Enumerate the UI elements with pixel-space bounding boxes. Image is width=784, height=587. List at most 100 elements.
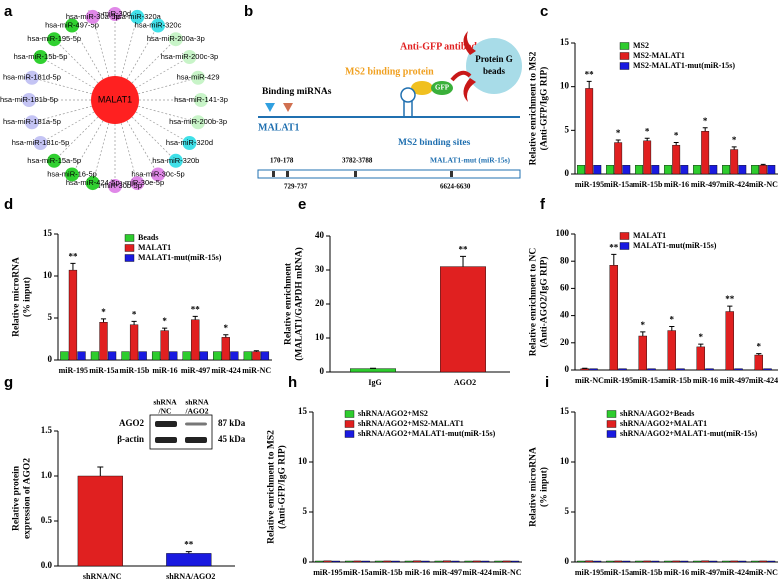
legend-swatch <box>124 254 135 262</box>
x-tick-label: miR-424 <box>211 366 240 375</box>
legend-swatch <box>606 420 617 428</box>
error-bar <box>673 142 679 146</box>
transcript-label: MALAT1 <box>258 122 299 133</box>
bar <box>77 351 86 361</box>
node-label: hsa-miR-30c-5p <box>131 169 184 178</box>
error-bar <box>702 127 708 132</box>
bar <box>664 165 672 175</box>
y-axis-label: Relative enrichment to MS2 <box>529 51 539 165</box>
bar <box>442 560 452 563</box>
legend-swatch <box>619 232 630 240</box>
x-tick-label: miR-NC <box>749 568 778 577</box>
y-tick-label: 40 <box>560 310 570 320</box>
x-tick-label: miR-424 <box>720 180 749 189</box>
bar <box>472 560 481 563</box>
bar <box>585 88 594 175</box>
significance: ** <box>191 304 201 314</box>
error-bar <box>70 262 76 271</box>
x-tick-label: AGO2 <box>454 378 476 387</box>
panel-letter: h <box>288 374 297 391</box>
bar <box>709 560 718 563</box>
y-tick-label: 5 <box>303 506 308 516</box>
x-tick-label: miR-16 <box>664 180 689 189</box>
node-label: hsa-miR-320b <box>152 156 199 165</box>
bar <box>709 165 718 175</box>
bar <box>693 165 701 175</box>
x-tick-label: miR-195 <box>575 568 604 577</box>
y-tick-label: 0.0 <box>41 560 53 570</box>
position-label: 3782-3788 <box>342 157 373 165</box>
beads-label: Protein G <box>475 54 513 64</box>
mirna <box>283 103 293 112</box>
node <box>22 93 36 107</box>
legend-swatch <box>344 430 355 438</box>
bar <box>730 149 739 175</box>
node <box>182 50 197 64</box>
significance: * <box>732 135 737 145</box>
significance: * <box>670 315 675 325</box>
mutant-label: MALAT1-mut (miR-15s) <box>430 156 511 165</box>
legend-label: shRNA/AGO2+MS2 <box>358 409 428 418</box>
y-tick-label: 15 <box>43 228 53 238</box>
legend-swatch <box>344 420 355 428</box>
y-tick-label: 30 <box>315 264 325 274</box>
bar <box>121 351 130 361</box>
bar <box>622 165 631 175</box>
bar <box>331 560 340 563</box>
blot-band <box>155 437 177 443</box>
legend-label: MALAT1 <box>633 231 666 240</box>
antibody-label: Anti-GFP antibody <box>400 41 482 52</box>
error-bar <box>185 551 192 554</box>
bar <box>730 560 739 563</box>
bar <box>701 560 710 563</box>
legend-swatch <box>124 244 135 252</box>
node-label: hsa-miR-424-5p <box>66 178 120 187</box>
significance: * <box>757 342 762 352</box>
y-tick-label: 0 <box>565 556 570 566</box>
bar <box>60 351 69 361</box>
antibody <box>450 70 472 82</box>
panel-letter: e <box>298 196 306 213</box>
node-label: hsa-miR-200c-3p <box>161 52 219 61</box>
bar <box>672 144 681 175</box>
bar <box>635 165 643 175</box>
gfp <box>431 81 453 95</box>
node-label: hsa-miR-181a-5p <box>3 117 61 126</box>
bar <box>738 560 747 563</box>
bar <box>77 475 123 567</box>
legend-label: MS2-MALAT1 <box>633 51 685 60</box>
error-bar <box>131 320 137 325</box>
node <box>33 136 48 150</box>
sites-label: MS2 binding sites <box>398 138 471 148</box>
bar <box>725 311 735 371</box>
y-tick-label: 20 <box>560 337 570 347</box>
y-tick-label: 10 <box>315 332 325 342</box>
y-tick-label: 1.0 <box>41 470 53 480</box>
legend-label: shRNA/AGO2+MALAT1 <box>620 419 707 428</box>
blot-row-label: β-actin <box>117 434 144 444</box>
beads-label: beads <box>483 66 506 76</box>
bar <box>676 368 685 371</box>
position-label: 6624-6630 <box>440 183 471 191</box>
panel-letter: f <box>540 196 546 213</box>
significance: * <box>132 309 137 319</box>
position-label: 170-178 <box>270 157 294 165</box>
x-tick-label: shRNA/NC <box>83 572 122 581</box>
significance: * <box>616 128 621 138</box>
bar <box>643 560 652 563</box>
blot-size-label: 45 kDa <box>218 434 246 444</box>
blot-column-label: /NC <box>158 407 172 416</box>
center-node <box>91 76 139 124</box>
error-bar <box>97 466 104 476</box>
node <box>168 32 183 47</box>
legend-swatch <box>124 234 135 242</box>
node-label: hsa-miR-30e-5p <box>110 178 164 187</box>
significance: ** <box>184 540 194 550</box>
mutation-marks <box>272 171 453 177</box>
y-axis-label: Relative microRNA <box>529 447 539 527</box>
bar <box>622 560 631 563</box>
x-tick-label: miR-15a <box>604 568 633 577</box>
legend-label: Beads <box>138 233 158 242</box>
x-tick-label: miR-15a <box>89 366 118 375</box>
